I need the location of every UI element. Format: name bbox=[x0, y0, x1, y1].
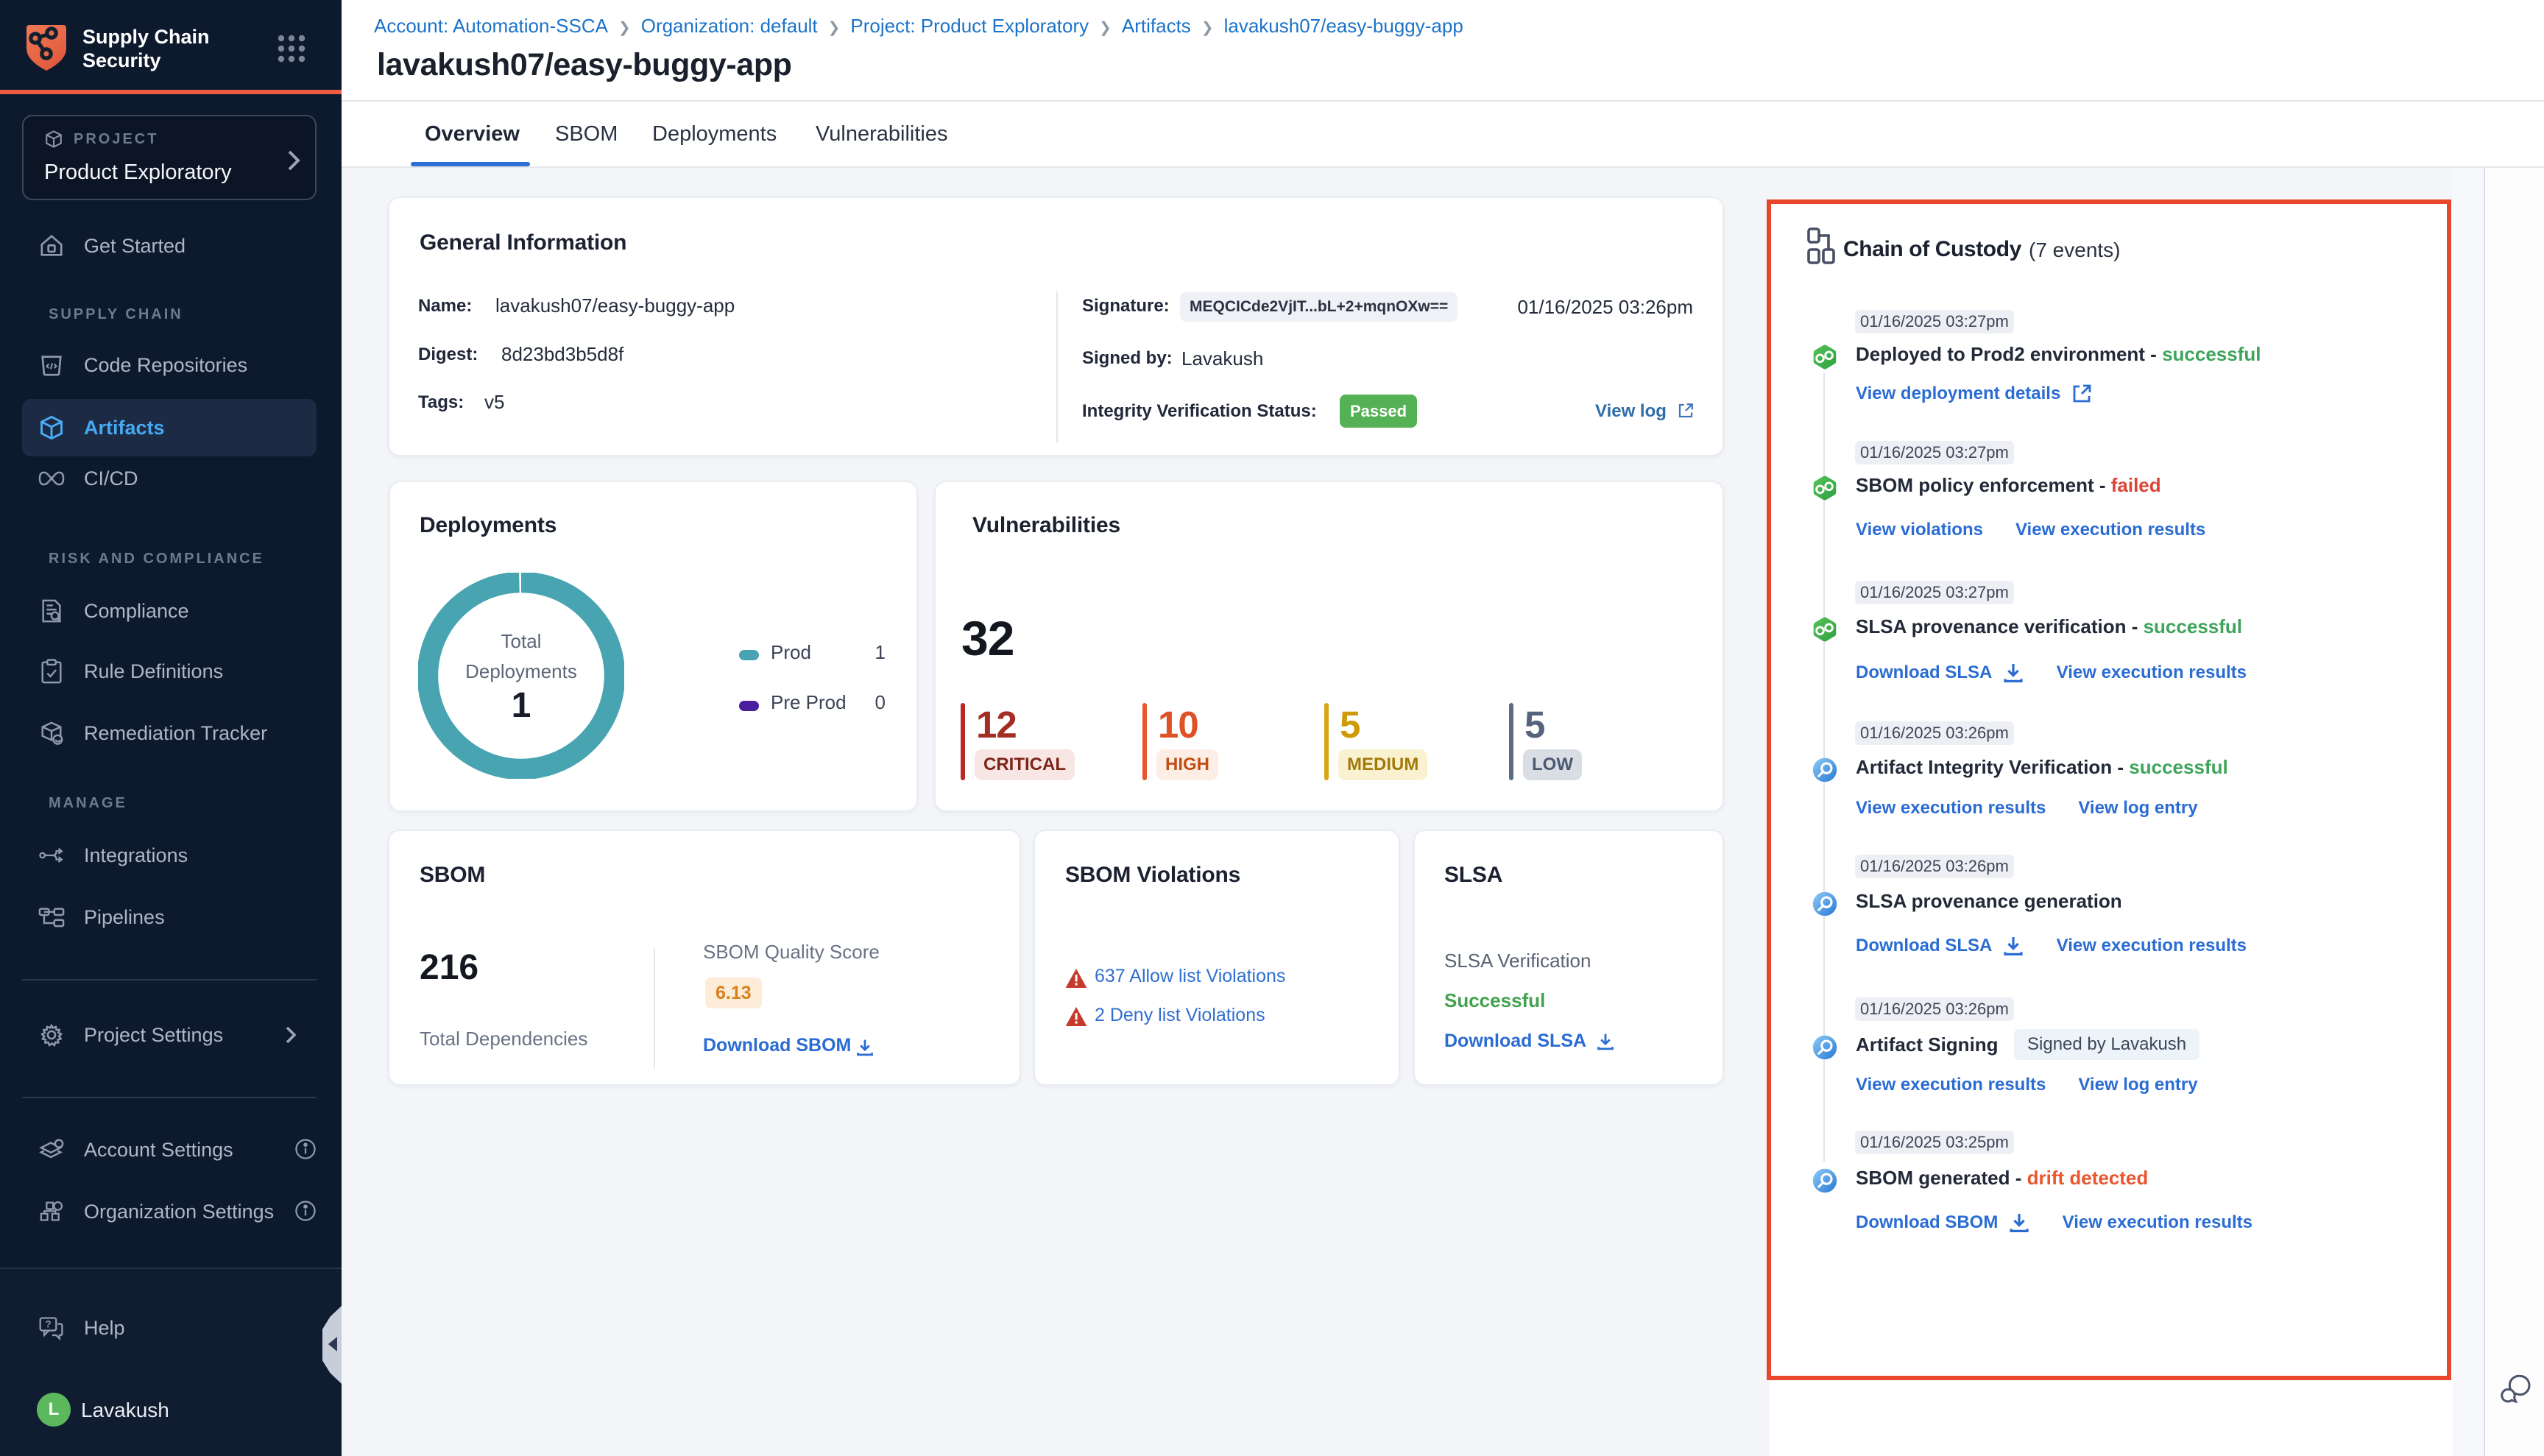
svg-text:?: ? bbox=[45, 1319, 51, 1330]
